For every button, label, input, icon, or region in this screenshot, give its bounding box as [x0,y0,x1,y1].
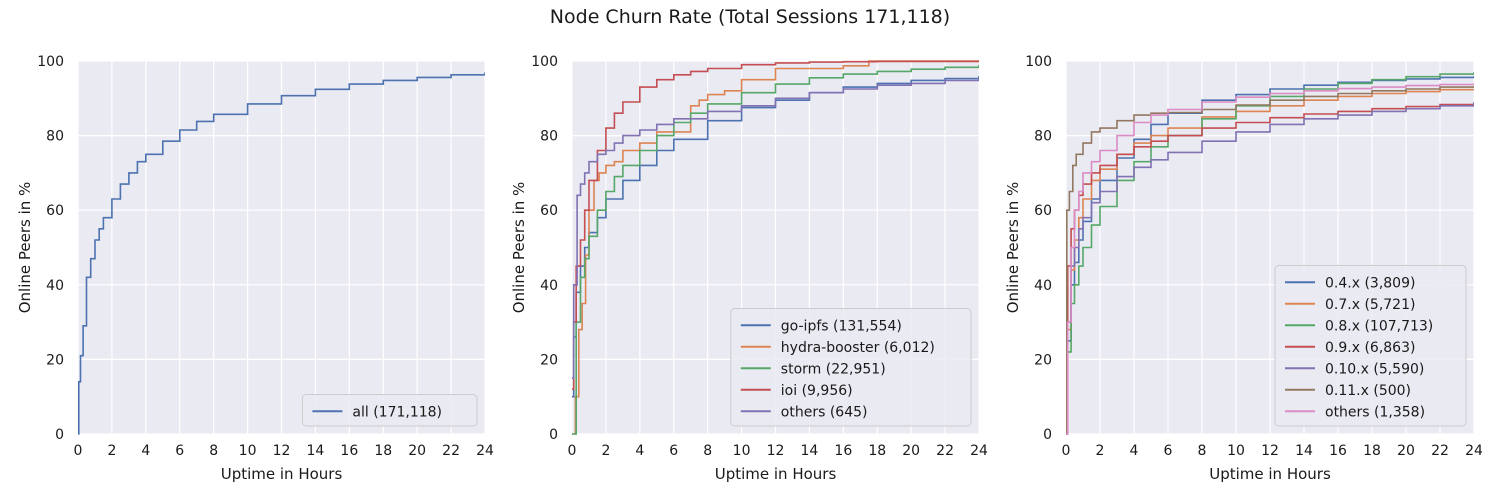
chart-panel-1: 0 2 4 6 8 10 12 14 16 18 20 22 24020406080100Uptime … [16,54,494,483]
y-tick-label: 60 [540,203,558,219]
x-tick-label: 18 [868,443,886,459]
series-line-3 [572,64,979,435]
series-line-2 [572,60,979,435]
x-tick-label: 12 [273,443,291,459]
x-tick-label: 8 [209,443,218,459]
legend-label: storm (22,951) [781,361,886,377]
legend-label: 0.9.x (6,863) [1325,340,1415,356]
legend-label: 0.11.x (500) [1325,383,1411,399]
x-tick-label: 22 [442,443,460,459]
x-tick-label: 4 [1130,443,1139,459]
y-tick-label: 0 [549,427,558,443]
x-tick-label: 12 [1261,443,1279,459]
legend-label: 0.7.x (5,721) [1325,297,1415,313]
y-tick-label: 100 [37,54,64,70]
x-axis-label: Uptime in Hours [1209,465,1331,483]
legend-label: all (171,118) [352,404,442,420]
y-tick-label: 60 [1034,203,1052,219]
y-tick-label: 80 [1034,129,1052,145]
x-tick-label: 10 [239,443,257,459]
y-tick-label: 20 [46,352,64,368]
x-tick-label: 2 [107,443,116,459]
x-tick-label: 0 [1062,443,1071,459]
legend-label: go-ipfs (131,554) [781,318,902,334]
x-tick-label: 24 [476,443,494,459]
y-axis-label: Online Peers in % [510,182,528,314]
y-tick-label: 100 [1025,54,1052,70]
figure-title: Node Churn Rate (Total Sessions 171,118) [549,6,951,28]
legend-label: 0.10.x (5,590) [1325,361,1424,377]
y-tick-label: 0 [1043,427,1052,443]
x-tick-label: 6 [669,443,678,459]
x-tick-label: 20 [902,443,920,459]
x-tick-label: 10 [1227,443,1245,459]
x-tick-label: 2 [1096,443,1105,459]
x-tick-label: 16 [1329,443,1347,459]
y-tick-label: 100 [531,54,558,70]
series-line-5 [1066,102,1474,435]
x-tick-label: 4 [141,443,150,459]
x-tick-label: 22 [1431,443,1449,459]
legend-box [1274,265,1467,427]
y-tick-label: 0 [55,427,64,443]
x-tick-label: 14 [1295,443,1313,459]
legend-box [730,308,972,427]
x-tick-label: 10 [733,443,751,459]
x-axis-label: Uptime in Hours [715,465,837,483]
x-tick-label: 24 [1465,443,1483,459]
x-tick-label: 16 [340,443,358,459]
x-tick-label: 18 [1363,443,1381,459]
y-tick-label: 80 [540,129,558,145]
x-tick-label: 24 [970,443,988,459]
legend-label: hydra-booster (6,012) [781,340,935,356]
x-tick-label: 0 [568,443,577,459]
x-tick-label: 2 [601,443,610,459]
series-line-5 [572,77,979,379]
chart-panel-2: 0 2 4 6 8 10 12 14 16 18 20 22 24020406080100Uptime … [510,54,988,483]
legend-label: 0.8.x (107,713) [1325,318,1433,334]
series-line-4 [572,60,979,390]
chart-panel-3: 0 2 4 6 8 10 12 14 16 18 20 22 24020406080100Uptime … [1004,54,1483,483]
x-tick-label: 4 [635,443,644,459]
x-tick-label: 18 [374,443,392,459]
x-tick-label: 22 [936,443,954,459]
y-tick-label: 40 [540,278,558,294]
y-tick-label: 20 [1034,352,1052,368]
series-line-6 [1066,86,1474,435]
series-line-2 [1066,88,1474,435]
y-axis-label: Online Peers in % [1004,182,1022,314]
x-tick-label: 6 [1164,443,1173,459]
x-tick-label: 20 [408,443,426,459]
legend: go-ipfs (131,554) hydra-booster (6,012) st… [730,308,972,427]
y-axis-label: Online Peers in % [16,182,34,314]
y-tick-label: 40 [46,278,64,294]
x-tick-label: 8 [703,443,712,459]
y-tick-label: 40 [1034,278,1052,294]
x-tick-label: 14 [307,443,325,459]
legend-label: others (645) [781,404,868,420]
x-tick-label: 14 [801,443,819,459]
series-line-1 [78,72,485,435]
series-line-7 [1066,83,1474,435]
x-tick-label: 8 [1198,443,1207,459]
legend-box [301,394,478,427]
y-tick-label: 60 [46,203,64,219]
x-tick-label: 6 [175,443,184,459]
legend: 0.4.x (3,809) 0.7.x (5,721) 0.8.x (107,713… [1274,265,1467,427]
x-tick-label: 16 [834,443,852,459]
x-tick-label: 20 [1397,443,1415,459]
legend-label: others (1,358) [1325,404,1425,420]
x-axis-label: Uptime in Hours [221,465,343,483]
legend: all (171,118) [301,394,478,427]
y-tick-label: 20 [540,352,558,368]
legend-label: 0.4.x (3,809) [1325,275,1415,291]
y-tick-label: 80 [46,129,64,145]
x-tick-label: 0 [74,443,83,459]
x-tick-label: 12 [767,443,785,459]
legend-label: ioi (9,956) [781,383,853,399]
